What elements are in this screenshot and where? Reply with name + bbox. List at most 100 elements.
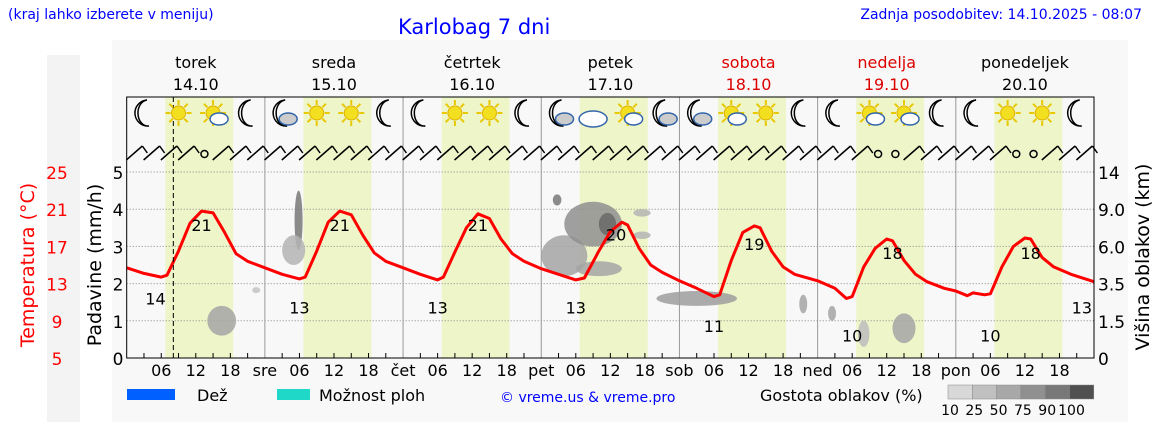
barb-flag: [780, 145, 788, 154]
barb-flag: [228, 145, 235, 154]
wind-barb-icon: [454, 145, 477, 161]
cloud-icon: [578, 110, 608, 128]
barb-shaft: [505, 145, 523, 161]
barb-shaft: [540, 145, 558, 161]
sun-ray: [894, 117, 900, 123]
day-name: torek: [175, 53, 217, 72]
wind-barb-icon: [903, 145, 926, 161]
temp-extreme-label: 11: [704, 317, 724, 336]
sun-ray: [755, 103, 761, 109]
temp-extreme-label: 21: [191, 216, 211, 235]
density-step-label: 75: [1014, 403, 1032, 419]
cloud-blob: [207, 305, 237, 336]
density-step-label: 10: [941, 403, 959, 419]
cloud-blob: [892, 313, 916, 344]
barb-flag: [1005, 145, 1012, 154]
wind-barb-icon: [402, 145, 425, 161]
density-step-label: 50: [990, 403, 1008, 419]
wind-barb-icon: [834, 145, 857, 161]
barb-shaft: [523, 145, 541, 161]
barb-shaft: [488, 145, 506, 161]
temp-extreme-label: 21: [468, 216, 488, 235]
sun-ray: [168, 117, 174, 123]
cloud-blob: [575, 261, 622, 277]
day-abbr-tick: sob: [665, 361, 693, 380]
barb-flag: [176, 145, 183, 154]
barb-shaft: [315, 145, 333, 161]
wind-barb-icon: [264, 145, 287, 161]
moon-shape: [134, 99, 150, 127]
wind-barb-icon: [1075, 145, 1098, 161]
sun-ray: [1032, 117, 1038, 123]
density-step-label: 25: [965, 403, 983, 419]
barb-shaft: [782, 145, 800, 161]
wind-barb-icon: [730, 145, 753, 161]
day-date: 16.10: [449, 75, 495, 94]
barb-shaft: [125, 145, 143, 161]
barb-flag: [349, 145, 356, 154]
showers-legend-label: Možnost ploh: [319, 386, 425, 405]
showers-legend-swatch: [277, 389, 310, 400]
barb-flag: [694, 145, 701, 154]
sun-ray: [859, 117, 865, 123]
moon-shape: [548, 99, 564, 127]
moon-icon: [963, 99, 979, 127]
barb-shaft: [246, 145, 264, 161]
barb-flag: [1074, 145, 1081, 154]
cloud-blob: [828, 305, 837, 321]
day-name: četrtek: [444, 53, 502, 72]
sun-icon: [338, 100, 365, 126]
barb-flag: [193, 145, 200, 154]
sun-cloud-icon: [200, 100, 229, 126]
precip-tick: 3: [113, 238, 124, 258]
precip-tick: 4: [113, 201, 124, 221]
barb-shaft: [816, 145, 834, 161]
sun-ray: [444, 117, 450, 123]
barb-flag: [556, 145, 563, 154]
hour-tick: 12: [186, 361, 206, 380]
hour-tick: 06: [980, 361, 1000, 380]
wind-barb-icon: [937, 145, 960, 161]
temp-tick: 25: [46, 164, 68, 184]
wind-barb-icon: [436, 145, 459, 161]
sun-ray: [183, 103, 189, 109]
day-date: 20.10: [1002, 75, 1048, 94]
barb-shaft: [557, 145, 575, 161]
density-step-label: 100: [1058, 403, 1085, 419]
calm-wind-icon: [200, 149, 209, 159]
sun-ray: [341, 103, 347, 109]
wind-barb-icon: [661, 145, 684, 161]
wind-barb-icon: [298, 145, 321, 161]
wind-barb-icon: [315, 145, 338, 161]
temp-tick: 9: [52, 313, 63, 333]
barb-shaft: [989, 145, 1007, 161]
cloud-blob: [633, 209, 651, 217]
wind-barb-icon: [523, 145, 546, 161]
sun-ray: [617, 103, 623, 109]
wind-barb-icon: [557, 145, 580, 161]
wind-barb-icon: [419, 145, 442, 161]
hour-tick: 18: [635, 361, 655, 380]
moon-shape: [652, 99, 668, 127]
barb-flag: [642, 145, 649, 154]
barb-flag: [435, 145, 442, 154]
moon-shape: [928, 99, 944, 127]
barb-shaft: [799, 145, 817, 161]
sun-ray: [218, 103, 223, 109]
sun-ray: [874, 103, 880, 109]
barb-shaft: [730, 145, 748, 161]
day-abbr-tick: pon: [941, 361, 971, 380]
barb-flag: [279, 145, 287, 154]
wind-barb-icon: [695, 145, 718, 161]
day-name: ponedeljek: [981, 53, 1070, 72]
moon-icon: [376, 99, 391, 127]
barb-shaft: [834, 145, 852, 161]
wind-barb-icon: [609, 145, 632, 161]
moon-icon: [514, 99, 530, 127]
barb-flag: [659, 145, 667, 154]
temp-extreme-label: 19: [744, 235, 764, 254]
barb-flag: [573, 145, 580, 154]
hour-tick: 18: [220, 361, 240, 380]
sun-cloud-icon: [614, 100, 644, 126]
